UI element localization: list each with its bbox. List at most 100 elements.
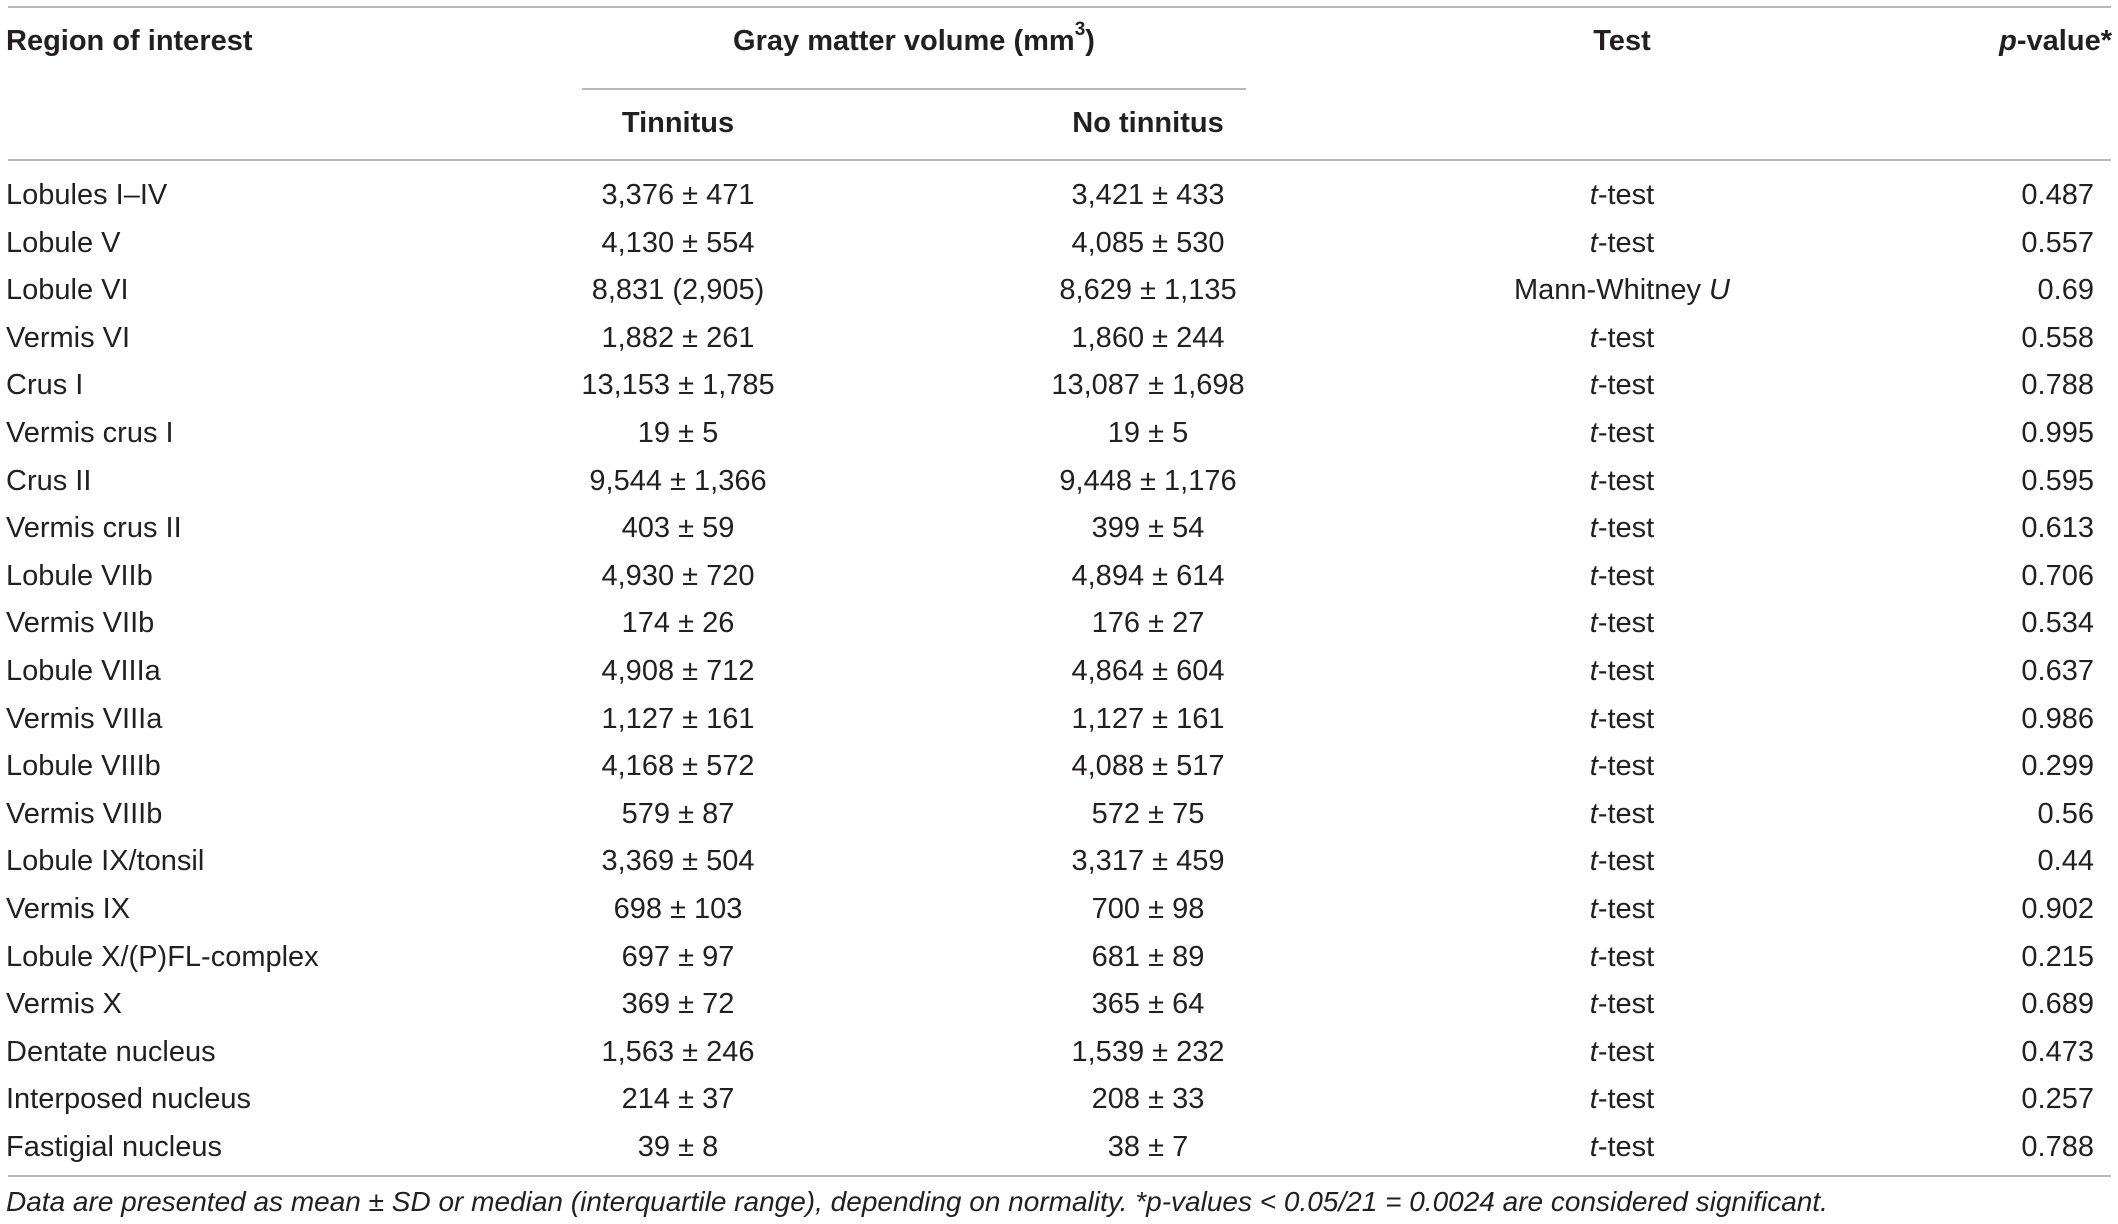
cell-test-part-a: t [1589, 893, 1598, 925]
cell-test-part-b: -test [1597, 560, 1655, 592]
cell-no-tinnitus: 4,085 ± 530 [1071, 227, 1225, 259]
cell-no-tinnitus: 700 ± 98 [1091, 893, 1205, 925]
header-gray-matter-volume: Gray matter volume (mm3) [582, 18, 1246, 64]
header-gmv-superscript: 3 [1074, 19, 1086, 41]
cell-test-part-a: t [1589, 845, 1598, 877]
cell-p-value: 0.215 [2021, 941, 2094, 973]
cell-test: t-test [1422, 172, 1822, 218]
cell-region: Lobule VI [6, 274, 129, 306]
table-footnote: Data are presented as mean ± SD or media… [6, 1186, 1828, 1217]
cell-test-part-b: -test [1597, 369, 1655, 401]
cell-region: Vermis crus I [6, 417, 174, 449]
header-gmv-close: ) [1085, 25, 1095, 57]
cell-p-value: 0.487 [2021, 179, 2094, 211]
cell-test-part-a: t [1589, 322, 1598, 354]
cell-no-tinnitus: 365 ± 64 [1091, 988, 1205, 1020]
header-p-rest: -value* [2016, 25, 2112, 57]
cell-test-part-a: t [1589, 560, 1598, 592]
cell-test: t-test [1422, 743, 1822, 789]
cell-tinnitus: 579 ± 87 [621, 798, 735, 830]
cell-test-part-b: U [1709, 274, 1730, 306]
cell-test-part-a: t [1589, 417, 1598, 449]
cell-tinnitus: 1,882 ± 261 [601, 322, 755, 354]
table-top-rule [8, 6, 2111, 8]
cell-no-tinnitus: 572 ± 75 [1091, 798, 1205, 830]
cell-test: t-test [1422, 410, 1822, 456]
cell-test-part-a: t [1589, 941, 1598, 973]
cell-tinnitus: 3,376 ± 471 [601, 179, 755, 211]
cell-test-part-a: t [1589, 465, 1598, 497]
cell-tinnitus: 4,908 ± 712 [601, 655, 755, 687]
cell-region: Lobule VIIb [6, 560, 153, 592]
cell-test: t-test [1422, 1076, 1822, 1122]
cell-test: t-test [1422, 458, 1822, 504]
cell-test-part-b: -test [1597, 988, 1655, 1020]
cell-tinnitus: 19 ± 5 [637, 417, 719, 449]
cell-test-part-b: -test [1597, 798, 1655, 830]
cell-test-part-a: t [1589, 1083, 1598, 1115]
cell-test-part-b: -test [1597, 1036, 1655, 1068]
cell-p-value: 0.986 [2021, 703, 2094, 735]
cell-test-part-a: t [1589, 179, 1598, 211]
cell-no-tinnitus: 8,629 ± 1,135 [1059, 274, 1237, 306]
cell-no-tinnitus: 38 ± 7 [1107, 1131, 1189, 1163]
cell-test: t-test [1422, 648, 1822, 694]
cell-region: Vermis VIIb [6, 607, 155, 639]
header-no-tinnitus: No tinnitus [1072, 107, 1224, 139]
header-bottom-rule [8, 159, 2111, 161]
cell-test-part-a: Mann-Whitney [1514, 274, 1710, 306]
cell-tinnitus: 3,369 ± 504 [601, 845, 755, 877]
cell-no-tinnitus: 1,127 ± 161 [1071, 703, 1225, 735]
cell-tinnitus: 9,544 ± 1,366 [589, 465, 767, 497]
cell-tinnitus: 214 ± 37 [621, 1083, 735, 1115]
cell-test-part-b: -test [1597, 703, 1655, 735]
cell-test: t-test [1422, 1029, 1822, 1075]
cell-region: Crus II [6, 465, 92, 497]
cell-no-tinnitus: 1,539 ± 232 [1071, 1036, 1225, 1068]
cell-test-part-b: -test [1597, 322, 1655, 354]
header-p-value: p-value* [1860, 18, 2112, 64]
cell-test-part-b: -test [1597, 465, 1655, 497]
cell-test: t-test [1422, 220, 1822, 266]
cell-no-tinnitus: 399 ± 54 [1091, 512, 1205, 544]
cell-p-value: 0.995 [2021, 417, 2094, 449]
cell-test-part-a: t [1589, 227, 1598, 259]
cell-tinnitus: 1,127 ± 161 [601, 703, 755, 735]
cell-no-tinnitus: 208 ± 33 [1091, 1083, 1205, 1115]
table-bottom-rule [8, 1175, 2111, 1177]
cell-region: Interposed nucleus [6, 1083, 252, 1115]
cell-tinnitus: 4,168 ± 572 [601, 750, 755, 782]
cell-no-tinnitus: 3,317 ± 459 [1071, 845, 1225, 877]
cell-tinnitus: 13,153 ± 1,785 [581, 369, 775, 401]
cell-tinnitus: 369 ± 72 [621, 988, 735, 1020]
cell-tinnitus: 1,563 ± 246 [601, 1036, 755, 1068]
cell-no-tinnitus: 19 ± 5 [1107, 417, 1189, 449]
cell-test-part-a: t [1589, 512, 1598, 544]
cell-test-part-b: -test [1597, 893, 1655, 925]
cell-test: t-test [1422, 315, 1822, 361]
header-tinnitus: Tinnitus [621, 107, 735, 139]
cell-p-value: 0.637 [2021, 655, 2094, 687]
cell-no-tinnitus: 13,087 ± 1,698 [1051, 369, 1245, 401]
cell-test-part-b: -test [1597, 512, 1655, 544]
cell-test: t-test [1422, 1124, 1822, 1170]
cell-test: t-test [1422, 934, 1822, 980]
cell-tinnitus: 8,831 (2,905) [591, 274, 765, 306]
header-test: Test [1593, 25, 1651, 57]
cell-test-part-b: -test [1597, 845, 1655, 877]
cell-test: t-test [1422, 600, 1822, 646]
cell-p-value: 0.257 [2021, 1083, 2094, 1115]
cell-test-part-a: t [1589, 369, 1598, 401]
cell-tinnitus: 174 ± 26 [621, 607, 735, 639]
cell-p-value: 0.69 [2037, 274, 2094, 306]
cell-p-value: 0.595 [2021, 465, 2094, 497]
cell-test-part-a: t [1589, 798, 1598, 830]
cell-test: t-test [1422, 838, 1822, 884]
cell-p-value: 0.473 [2021, 1036, 2094, 1068]
cell-test: t-test [1422, 362, 1822, 408]
cell-region: Vermis VIIIa [6, 703, 163, 735]
cell-p-value: 0.788 [2021, 369, 2094, 401]
cell-region: Lobules I–IV [6, 179, 168, 211]
cell-no-tinnitus: 4,864 ± 604 [1071, 655, 1225, 687]
